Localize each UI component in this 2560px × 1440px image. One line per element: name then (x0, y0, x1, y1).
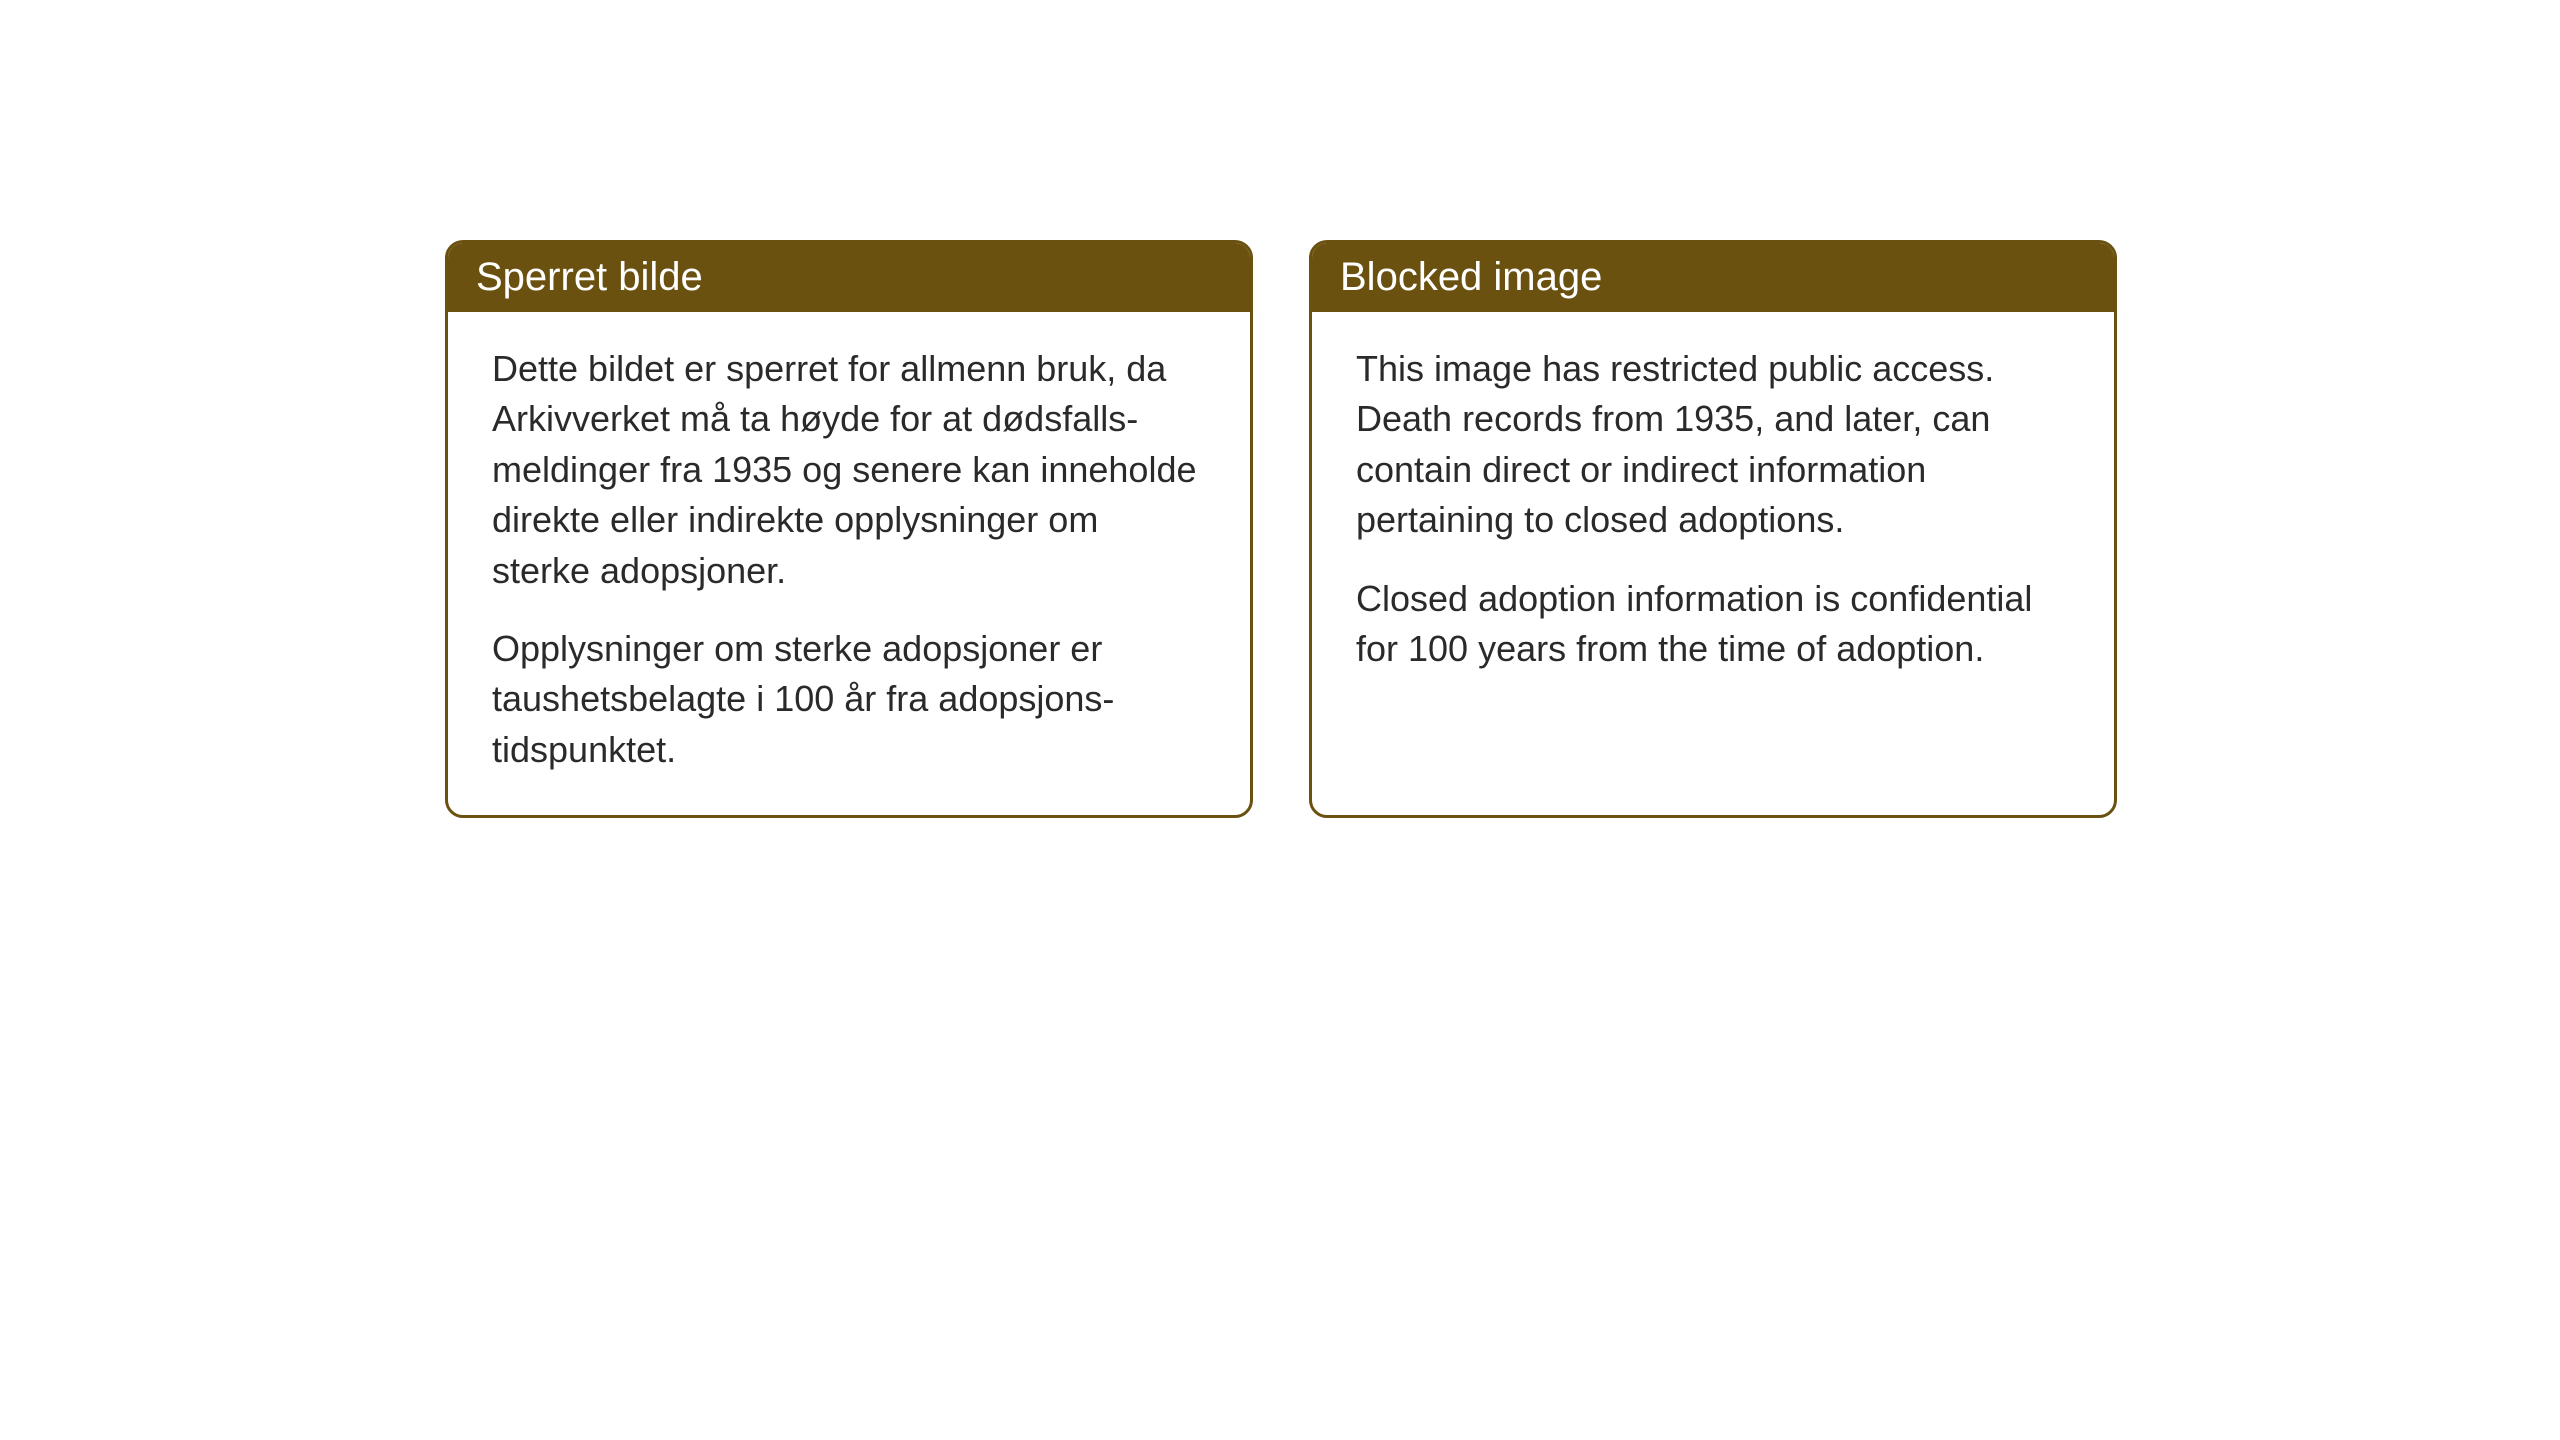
card-body-norwegian: Dette bildet er sperret for allmenn bruk… (448, 312, 1250, 815)
card-title-norwegian: Sperret bilde (476, 255, 703, 299)
card-body-english: This image has restricted public access.… (1312, 312, 2114, 714)
card-paragraph-1-norwegian: Dette bildet er sperret for allmenn bruk… (492, 344, 1206, 596)
card-paragraph-2-english: Closed adoption information is confident… (1356, 574, 2070, 675)
card-header-norwegian: Sperret bilde (448, 243, 1250, 312)
card-paragraph-2-norwegian: Opplysninger om sterke adopsjoner er tau… (492, 624, 1206, 775)
notice-cards-container: Sperret bilde Dette bildet er sperret fo… (445, 240, 2117, 818)
notice-card-norwegian: Sperret bilde Dette bildet er sperret fo… (445, 240, 1253, 818)
notice-card-english: Blocked image This image has restricted … (1309, 240, 2117, 818)
card-title-english: Blocked image (1340, 255, 1602, 299)
card-paragraph-1-english: This image has restricted public access.… (1356, 344, 2070, 546)
card-header-english: Blocked image (1312, 243, 2114, 312)
